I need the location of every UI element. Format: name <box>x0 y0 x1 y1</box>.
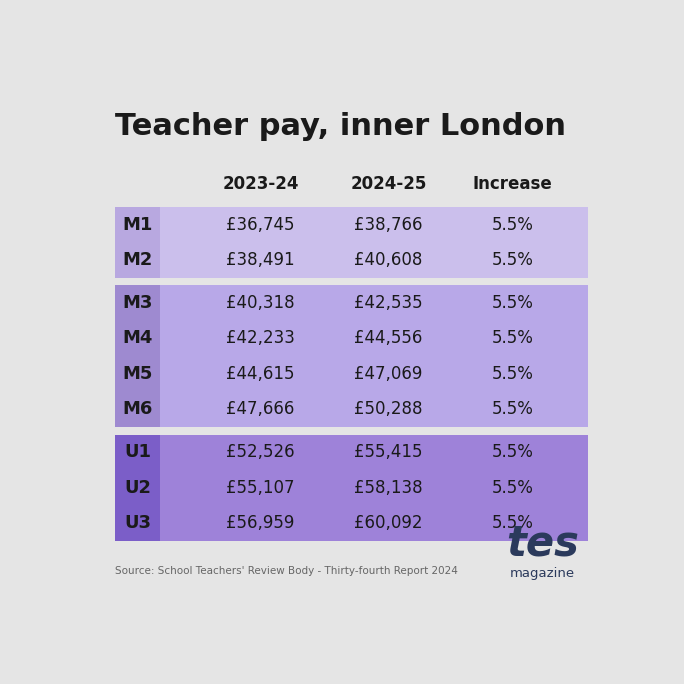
Text: 5.5%: 5.5% <box>492 215 534 233</box>
Text: Teacher pay, inner London: Teacher pay, inner London <box>115 112 566 141</box>
Text: M6: M6 <box>122 400 153 419</box>
Text: M5: M5 <box>122 365 153 383</box>
Text: £38,766: £38,766 <box>354 215 423 233</box>
Text: £38,491: £38,491 <box>226 251 295 269</box>
Text: M2: M2 <box>122 251 153 269</box>
Text: magazine: magazine <box>510 566 575 579</box>
Text: M1: M1 <box>122 215 153 233</box>
Text: M4: M4 <box>122 330 153 347</box>
Text: U3: U3 <box>124 514 151 532</box>
Text: £50,288: £50,288 <box>354 400 423 419</box>
Text: £56,959: £56,959 <box>226 514 295 532</box>
Text: £55,415: £55,415 <box>354 443 423 462</box>
Text: £47,666: £47,666 <box>226 400 295 419</box>
Text: £40,318: £40,318 <box>226 294 295 312</box>
Text: £42,535: £42,535 <box>354 294 423 312</box>
Bar <box>160 285 588 427</box>
Text: M3: M3 <box>122 294 153 312</box>
Text: 2023-24: 2023-24 <box>222 174 299 193</box>
Bar <box>160 435 588 541</box>
Text: U1: U1 <box>124 443 151 462</box>
Text: Increase: Increase <box>473 174 553 193</box>
Text: 5.5%: 5.5% <box>492 365 534 383</box>
Text: £55,107: £55,107 <box>226 479 295 497</box>
Text: tes: tes <box>506 522 579 564</box>
Text: £44,615: £44,615 <box>226 365 295 383</box>
Text: £36,745: £36,745 <box>226 215 295 233</box>
Text: Source: School Teachers' Review Body - Thirty-fourth Report 2024: Source: School Teachers' Review Body - T… <box>115 566 458 577</box>
Text: 5.5%: 5.5% <box>492 330 534 347</box>
Bar <box>115 207 160 278</box>
Text: 5.5%: 5.5% <box>492 294 534 312</box>
Bar <box>160 207 588 278</box>
Text: £60,092: £60,092 <box>354 514 423 532</box>
Text: £42,233: £42,233 <box>226 330 295 347</box>
Text: 2024-25: 2024-25 <box>350 174 427 193</box>
Text: £47,069: £47,069 <box>354 365 423 383</box>
Text: 5.5%: 5.5% <box>492 400 534 419</box>
Bar <box>115 285 160 427</box>
Text: 5.5%: 5.5% <box>492 514 534 532</box>
Text: £52,526: £52,526 <box>226 443 295 462</box>
Bar <box>115 435 160 541</box>
Text: £44,556: £44,556 <box>354 330 423 347</box>
Text: U2: U2 <box>124 479 151 497</box>
Text: 5.5%: 5.5% <box>492 251 534 269</box>
Text: 5.5%: 5.5% <box>492 479 534 497</box>
Text: 5.5%: 5.5% <box>492 443 534 462</box>
Text: £58,138: £58,138 <box>354 479 423 497</box>
Text: £40,608: £40,608 <box>354 251 423 269</box>
